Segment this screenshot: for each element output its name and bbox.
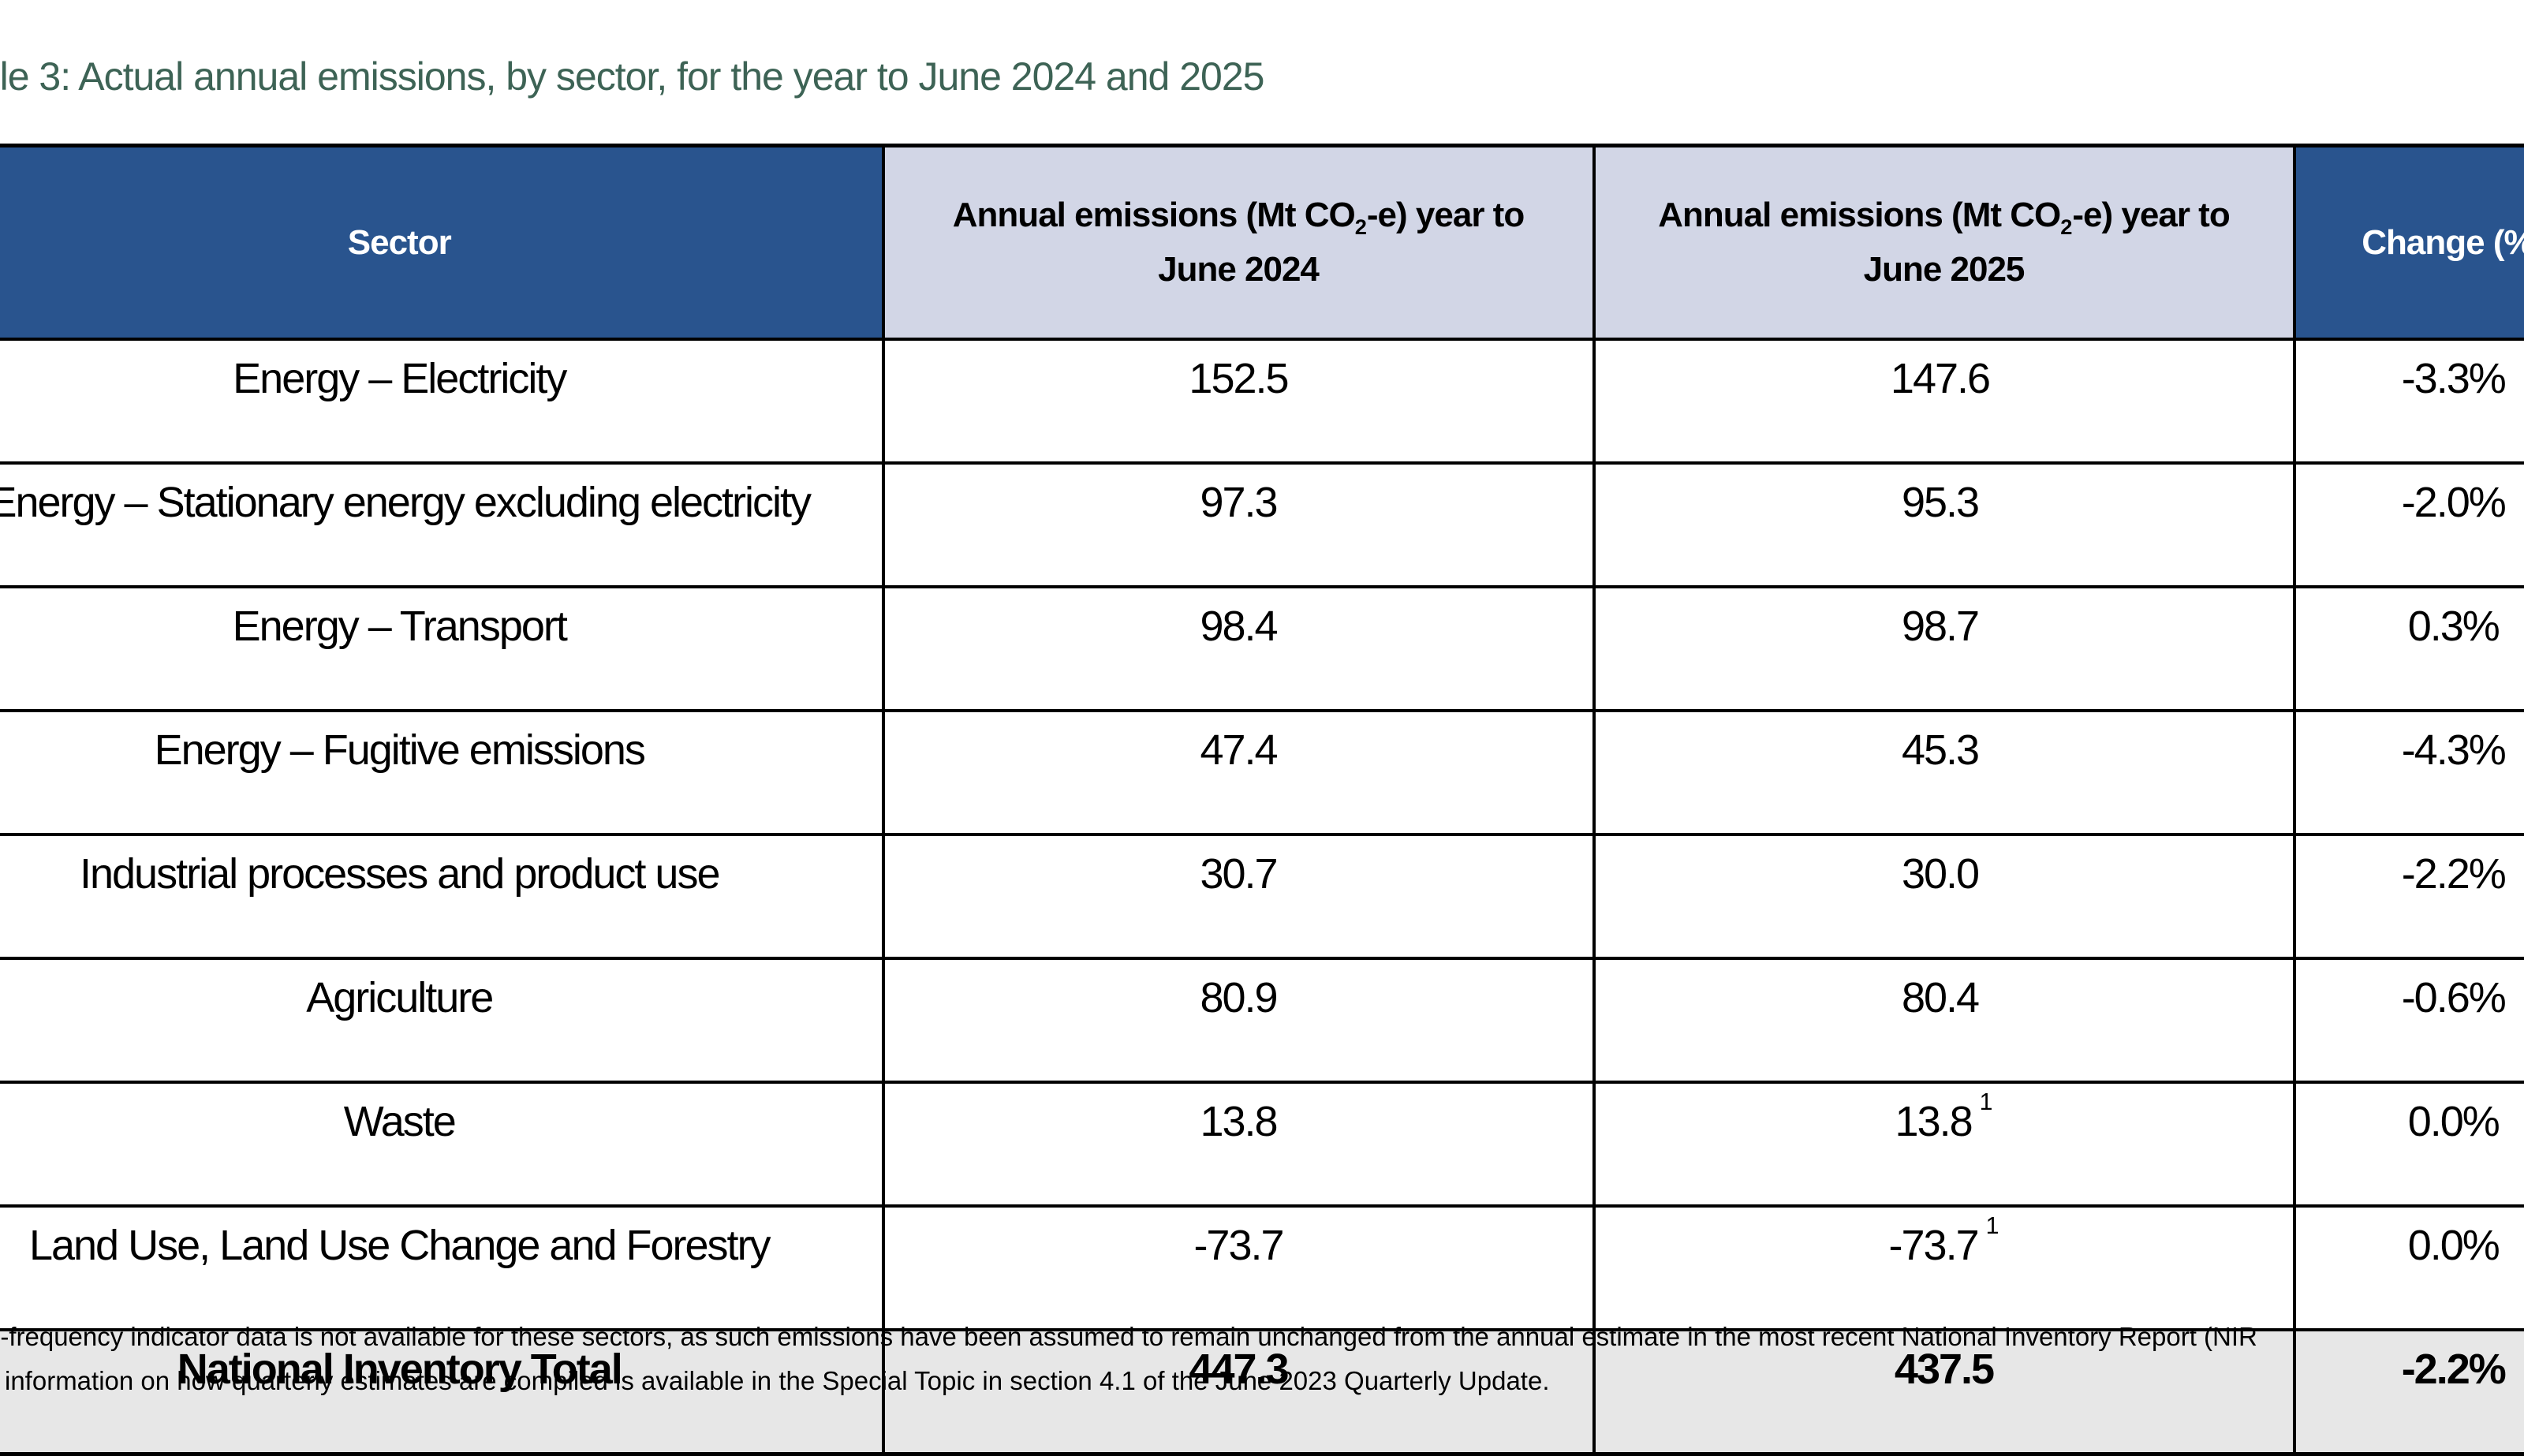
- value-2024-cell: 152.5: [883, 339, 1594, 463]
- value-2025-cell: 30.0: [1594, 834, 2294, 958]
- table-row-energy-transport: Energy – Transport 98.4 98.7 0.3%: [0, 587, 2524, 711]
- change-cell: -2.2%: [2294, 834, 2524, 958]
- value-2024-cell: 47.4: [883, 711, 1594, 834]
- column-header-2024: Annual emissions (Mt CO2-e) year to June…: [883, 146, 1594, 340]
- page-title: Table 3: Actual annual emissions, by sec…: [0, 54, 1264, 99]
- table-row-land-use: Land Use, Land Use Change and Forestry -…: [0, 1206, 2524, 1330]
- sector-cell: Energy – Fugitive emissions: [0, 711, 883, 834]
- emissions-table: Sector Annual emissions (Mt CO2-e) year …: [0, 144, 2524, 1456]
- change-cell: 0.3%: [2294, 587, 2524, 711]
- value-2024-cell: -73.7: [883, 1206, 1594, 1330]
- sector-cell: Energy – Transport: [0, 587, 883, 711]
- change-cell: 0.0%: [2294, 1206, 2524, 1330]
- change-cell: -2.0%: [2294, 463, 2524, 587]
- change-cell: -0.6%: [2294, 958, 2524, 1082]
- change-cell: -4.3%: [2294, 711, 2524, 834]
- value-2025-cell: 45.3: [1594, 711, 2294, 834]
- table-row-energy-electricity: Energy – Electricity 152.5 147.6 -3.3%: [0, 339, 2524, 463]
- table-row-agriculture: Agriculture 80.9 80.4 -0.6%: [0, 958, 2524, 1082]
- footnote-marker: 1: [1986, 1213, 1999, 1239]
- value-2024-cell: 80.9: [883, 958, 1594, 1082]
- table-row-energy-stationary: Energy – Stationary energy excluding ele…: [0, 463, 2524, 587]
- sector-cell: Agriculture: [0, 958, 883, 1082]
- value-2024-cell: 30.7: [883, 834, 1594, 958]
- sector-cell: Energy – Electricity: [0, 339, 883, 463]
- value-2024-cell: 13.8: [883, 1082, 1594, 1206]
- column-header-change: Change (%): [2294, 146, 2524, 340]
- footnote-marker: 1: [1980, 1089, 1993, 1115]
- sector-cell: Energy – Stationary energy excluding ele…: [0, 463, 883, 587]
- header-row: Sector Annual emissions (Mt CO2-e) year …: [0, 146, 2524, 340]
- change-cell: 0.0%: [2294, 1082, 2524, 1206]
- change-cell: -3.3%: [2294, 339, 2524, 463]
- footnote-line-2: information on how quarterly estimates a…: [5, 1366, 1550, 1396]
- change-cell: -2.2%: [2294, 1330, 2524, 1454]
- sector-cell: Waste: [0, 1082, 883, 1206]
- value-2025-cell: 98.7: [1594, 587, 2294, 711]
- value-2025-cell: 95.3: [1594, 463, 2294, 587]
- table-row-industrial: Industrial processes and product use 30.…: [0, 834, 2524, 958]
- value-2025-cell: 80.4: [1594, 958, 2294, 1082]
- value-2025-cell: 147.6: [1594, 339, 2294, 463]
- sector-cell: Industrial processes and product use: [0, 834, 883, 958]
- value-2024-cell: 97.3: [883, 463, 1594, 587]
- value-2024-cell: 98.4: [883, 587, 1594, 711]
- footnote-line-1: h-frequency indicator data is not availa…: [0, 1322, 2257, 1352]
- column-header-sector: Sector: [0, 146, 883, 340]
- column-header-2025: Annual emissions (Mt CO2-e) year to June…: [1594, 146, 2294, 340]
- table-row-energy-fugitive: Energy – Fugitive emissions 47.4 45.3 -4…: [0, 711, 2524, 834]
- sector-cell: Land Use, Land Use Change and Forestry: [0, 1206, 883, 1330]
